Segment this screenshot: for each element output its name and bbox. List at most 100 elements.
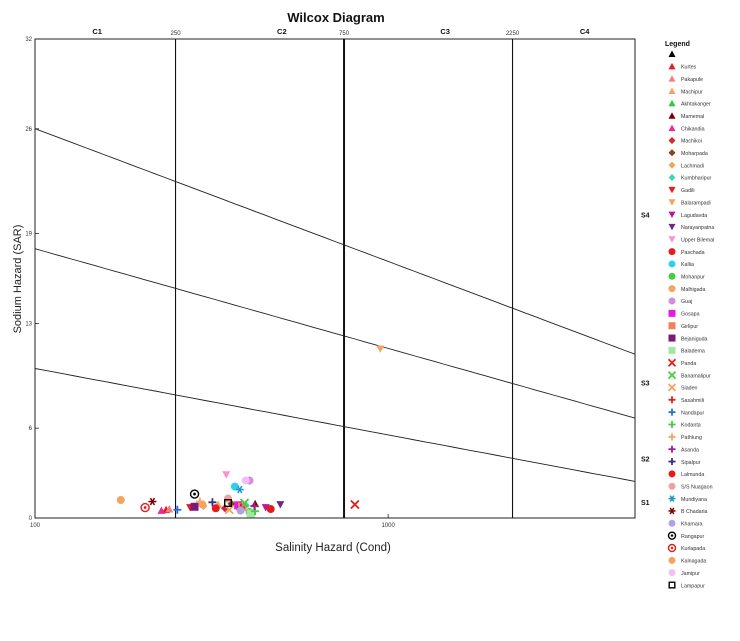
legend-marker	[668, 161, 676, 169]
data-point	[376, 345, 385, 353]
salinity-boundary-label: 750	[339, 31, 350, 37]
legend-label: Chikandia	[681, 126, 705, 132]
legend-label: Malhigada	[681, 287, 705, 293]
legend-label: Lagudavda	[681, 213, 707, 219]
legend-marker	[668, 186, 676, 194]
legend-label: Girlipur	[681, 324, 698, 330]
legend-label: Kalnagada	[681, 559, 706, 565]
legend-marker	[668, 421, 676, 428]
legend-label: Siaden	[681, 386, 698, 392]
legend-marker	[668, 211, 676, 219]
legend-label: Gosapa	[681, 312, 700, 318]
x-tick-label: 1000	[381, 523, 395, 529]
legend-label: Sipalpur	[681, 460, 701, 466]
legend-marker	[668, 236, 676, 243]
legend-label: Lalmunda	[681, 472, 704, 478]
legend-marker	[668, 470, 676, 478]
legend-label: Kurtes	[681, 65, 697, 71]
legend-marker	[668, 482, 676, 490]
legend-marker	[668, 408, 676, 416]
legend-marker	[668, 174, 676, 181]
plot-frame	[34, 38, 636, 519]
legend-label: Narayanpatna	[681, 225, 714, 231]
salinity-class-label: C4	[580, 27, 590, 36]
data-point	[189, 489, 200, 499]
data-point	[276, 501, 285, 509]
legend-label: Gadili	[681, 188, 695, 194]
legend-label: Akhtakanger	[681, 102, 711, 108]
sodium-boundary-line	[34, 368, 636, 482]
legend-marker	[668, 248, 676, 256]
legend-label: Nandapur	[681, 410, 705, 416]
legend-marker	[668, 309, 676, 317]
legend-label: Kumbharipur	[681, 176, 712, 182]
y-tick-label: 13	[25, 321, 32, 327]
legend-marker	[668, 112, 676, 119]
data-point	[266, 505, 275, 514]
legend-label: Guaj	[681, 299, 692, 305]
legend-marker	[668, 136, 676, 144]
legend-marker	[668, 285, 676, 293]
y-axis-label: Sodium Hazard (SAR)	[12, 225, 24, 334]
legend-marker	[667, 358, 677, 367]
legend-label: Jamipur	[681, 571, 700, 577]
data-point	[224, 499, 233, 508]
legend-marker	[668, 99, 676, 107]
legend-marker	[668, 62, 676, 70]
data-point	[190, 502, 199, 511]
data-point	[211, 504, 220, 513]
data-point	[173, 505, 182, 514]
sodium-class-label: S1	[641, 500, 650, 507]
legend-label: Banamalipur	[681, 373, 711, 379]
legend-label: Machipur	[681, 89, 703, 95]
y-tick-label: 19	[25, 232, 32, 238]
legend-label: Upper Bilemal	[681, 237, 714, 243]
data-point	[165, 505, 174, 513]
chart-title: Wilcox Diagram	[287, 10, 384, 25]
data-point	[350, 499, 360, 510]
legend-marker	[668, 495, 676, 503]
legend-marker	[668, 260, 676, 268]
legend-marker	[668, 223, 676, 231]
legend-marker	[668, 149, 676, 157]
y-tick-label: 26	[25, 127, 32, 133]
data-point	[250, 502, 259, 511]
salinity-class-label: C1	[92, 27, 102, 36]
legend-label: Lachmadi	[681, 163, 704, 169]
data-point	[246, 509, 255, 518]
legend-marker	[667, 531, 677, 540]
legend-marker	[668, 50, 676, 57]
legend-label: Panda	[681, 361, 696, 367]
legend-marker	[667, 543, 677, 553]
legend-label: Baladema	[681, 349, 705, 355]
data-point	[198, 500, 207, 509]
salinity-boundary-label: 250	[171, 31, 182, 37]
data-point	[208, 498, 217, 507]
legend-label: Paschada	[681, 250, 705, 256]
legend-label: Mundiyana	[681, 497, 707, 503]
legend-label: Bejaniguda	[681, 336, 708, 342]
sodium-boundary-line	[34, 248, 636, 419]
legend-marker	[668, 581, 676, 589]
legend-label: Pakapule	[681, 77, 703, 83]
x-tick-label: 100	[30, 523, 41, 529]
x-axis-label: Salinity Hazard (Cond)	[275, 542, 391, 554]
legend-marker	[668, 124, 676, 132]
legend-label: Kodanta	[681, 423, 701, 429]
legend-marker	[668, 272, 676, 280]
data-point	[236, 506, 245, 515]
legend-marker	[668, 507, 676, 515]
sodium-class-label: S3	[641, 380, 650, 387]
salinity-class-label: C2	[277, 27, 287, 36]
legend-marker	[668, 334, 676, 342]
legend-label: Balarampadi	[681, 200, 711, 206]
legend-label: Mamemal	[681, 114, 704, 120]
y-tick-label: 0	[29, 516, 33, 522]
legend-label: Kurlapada	[681, 546, 705, 552]
legend-marker	[668, 396, 676, 404]
legend-marker	[668, 75, 676, 82]
y-tick-label: 32	[25, 37, 32, 43]
legend-label: B Chadaria	[681, 509, 708, 515]
sodium-class-label: S2	[641, 457, 650, 464]
